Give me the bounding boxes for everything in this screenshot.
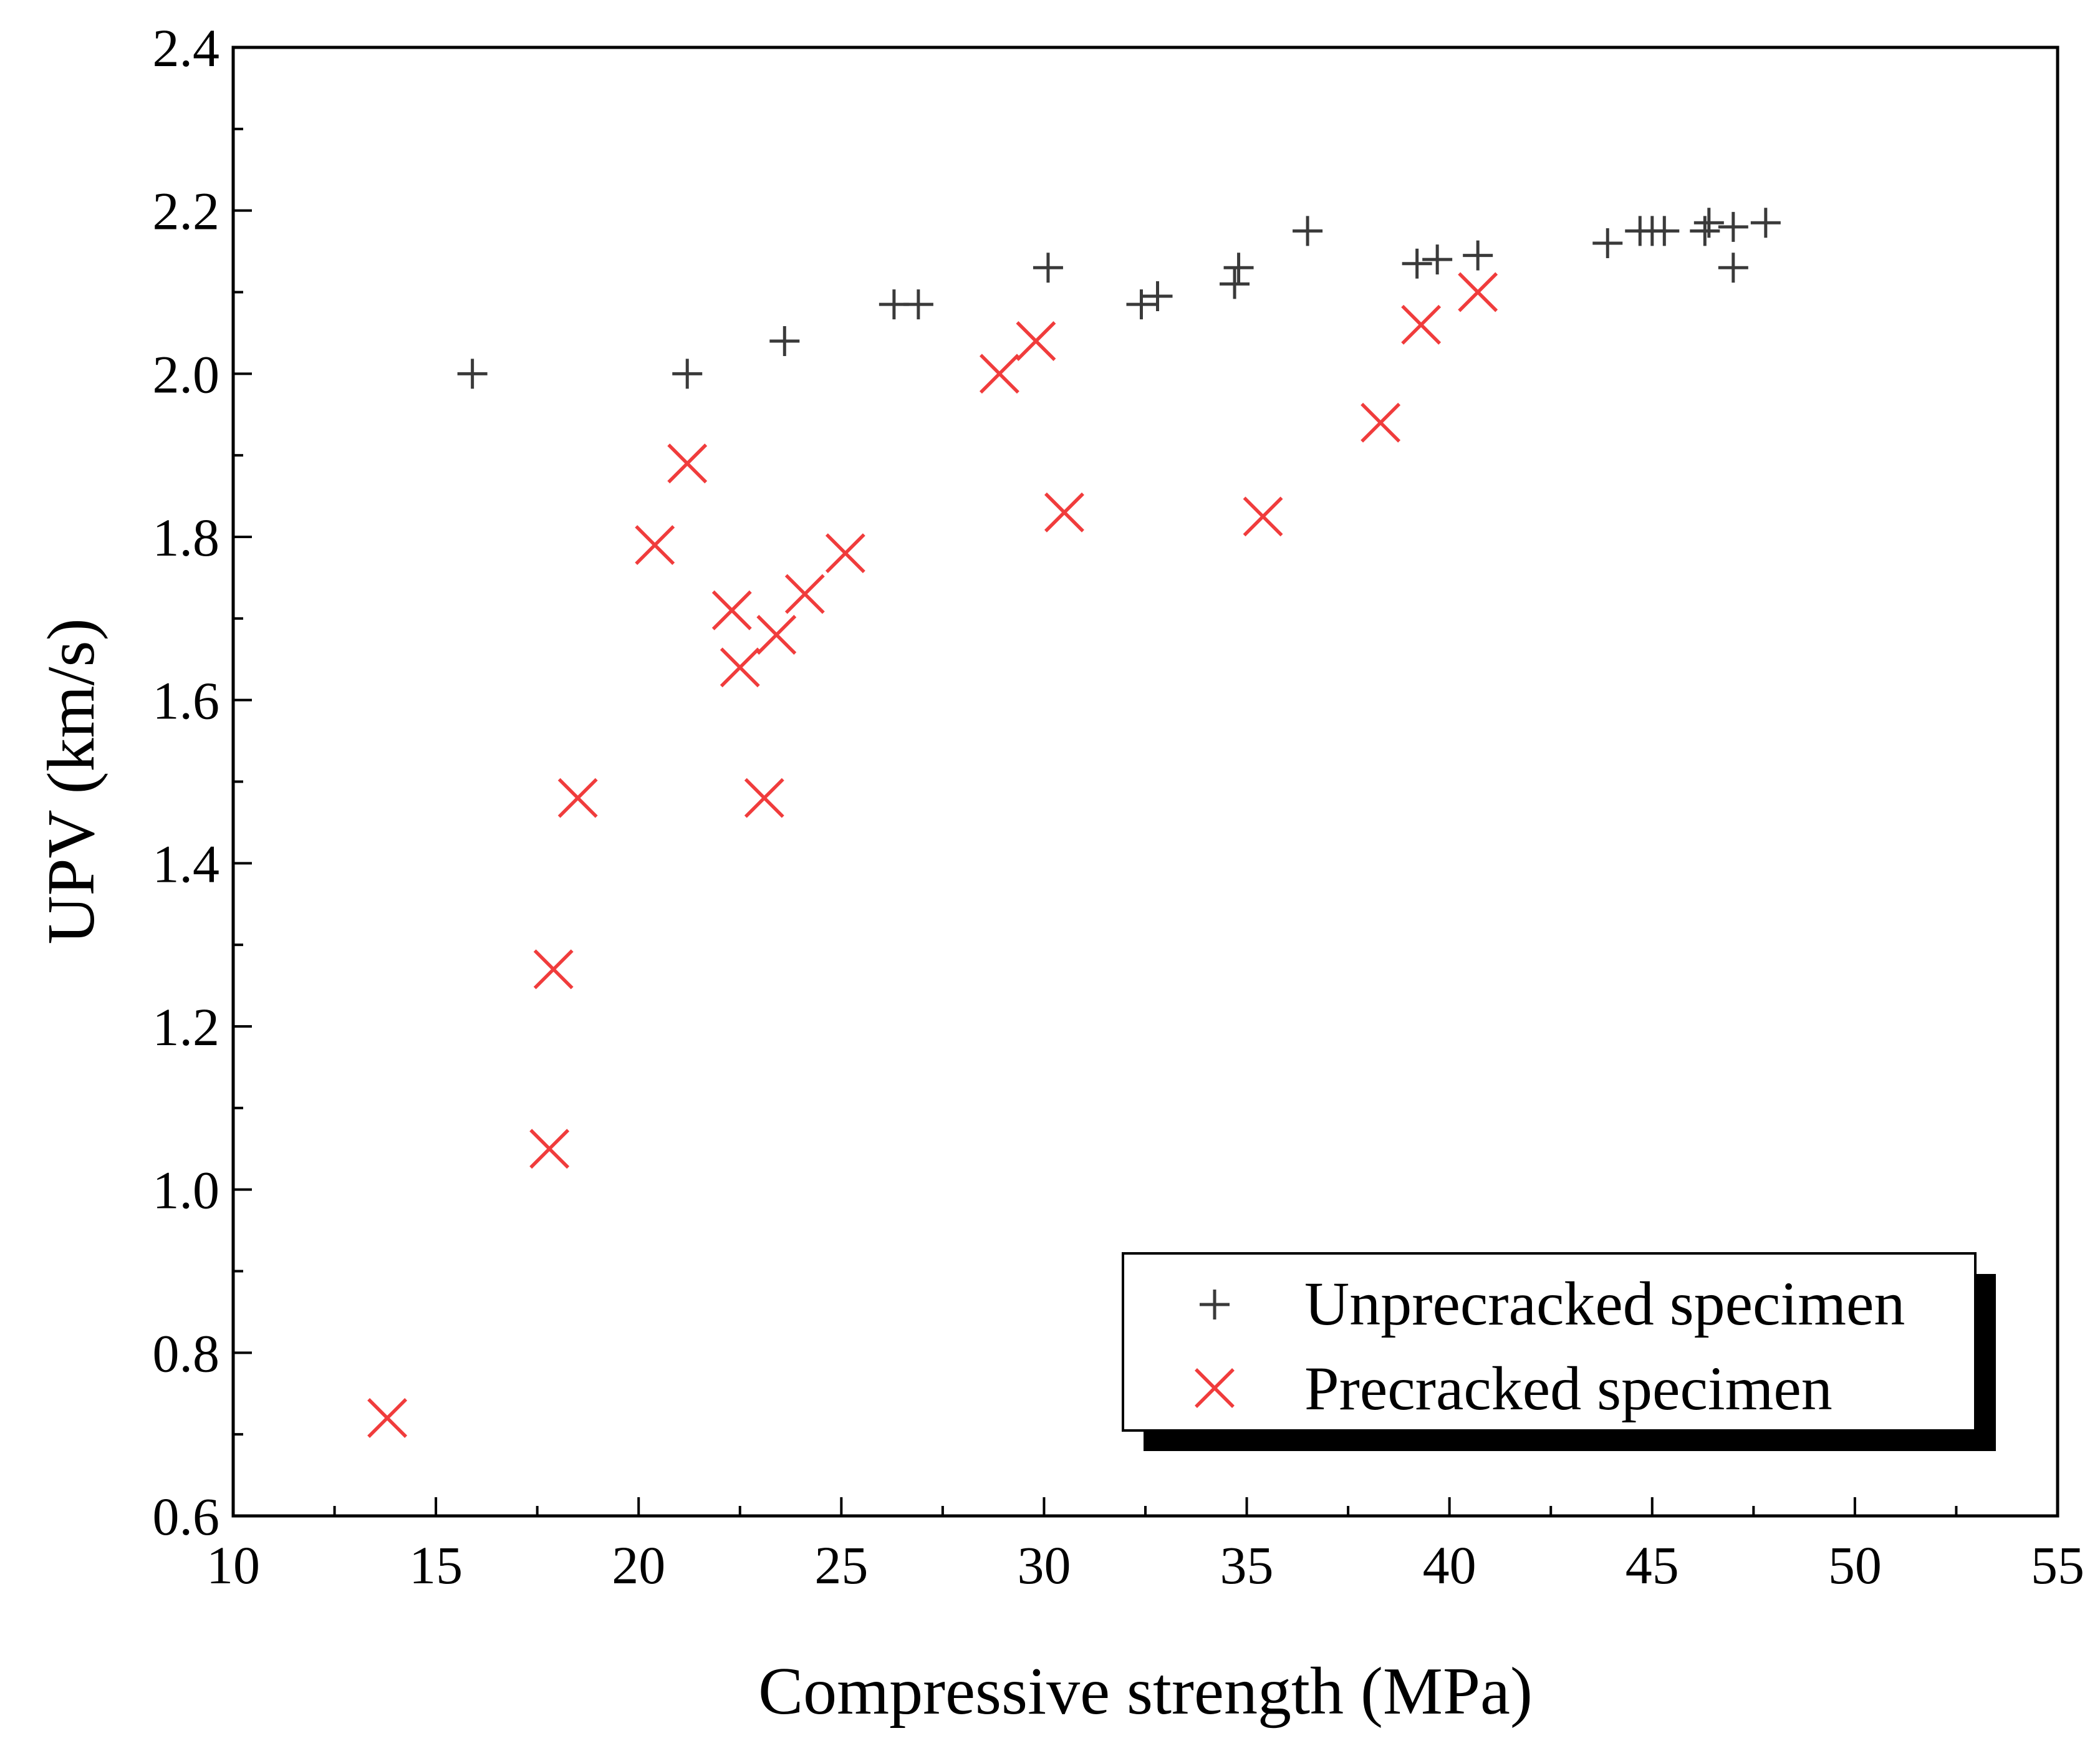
legend-label-unprecracked: Unprecracked specimen [1304,1269,1905,1338]
data-point-unprecracked [1690,216,1720,246]
legend-marker-cross [1195,1368,1235,1408]
data-point-precracked [533,949,574,990]
data-point-unprecracked [1693,208,1724,238]
y-tick-label: 1.0 [153,1160,220,1220]
data-point-precracked [720,647,760,688]
data-point-precracked [711,590,752,630]
data-point-unprecracked [1402,248,1432,279]
x-tick-label: 50 [1828,1535,1882,1595]
data-point-precracked [529,1129,570,1169]
x-tick-label: 10 [206,1535,260,1595]
x-tick-label: 15 [409,1535,463,1595]
data-point-unprecracked [903,289,933,320]
data-point-unprecracked [1463,240,1493,271]
data-point-unprecracked [1126,289,1157,320]
data-point-precracked [1044,492,1084,533]
x-tick-label: 25 [814,1535,868,1595]
data-point-unprecracked [1422,244,1453,275]
y-tick-label: 2.0 [153,344,220,404]
x-tick-label: 40 [1423,1535,1476,1595]
y-tick-label: 0.8 [153,1323,220,1383]
data-point-unprecracked [457,359,488,389]
data-point-precracked [557,778,598,818]
data-point-unprecracked [1220,269,1250,299]
y-tick-label: 2.4 [153,18,220,78]
data-point-precracked [1361,402,1401,443]
data-point-precracked [1016,321,1056,361]
x-tick-label: 20 [612,1535,665,1595]
data-point-unprecracked [769,326,800,356]
legend-box [1122,1252,1977,1432]
x-tick-label: 30 [1017,1535,1071,1595]
data-point-unprecracked [1033,253,1063,283]
data-point-unprecracked [1223,253,1254,283]
x-tick-label: 55 [2031,1535,2084,1595]
data-point-unprecracked [1718,253,1748,283]
data-point-precracked [979,354,1019,394]
data-point-precracked [744,778,784,818]
legend: Unprecracked specimen Precracked specime… [1122,1252,1996,1451]
y-tick-label: 1.2 [153,997,220,1057]
x-axis-title: Compressive strength (MPa) [758,1654,1533,1729]
data-point-unprecracked [672,359,703,389]
data-point-precracked [367,1398,408,1438]
data-point-precracked [1458,272,1498,312]
data-point-precracked [756,615,797,655]
x-tick-label: 45 [1626,1535,1679,1595]
data-point-precracked [1401,304,1442,345]
y-tick-label: 1.4 [153,834,220,894]
y-tick-label: 1.6 [153,671,220,731]
data-point-unprecracked [1649,216,1680,246]
data-point-unprecracked [1142,281,1173,312]
data-point-unprecracked [1718,211,1748,242]
data-point-unprecracked [1750,208,1781,238]
data-point-precracked [1243,496,1283,537]
axis-ticks: 10 15 20 25 30 35 40 45 50 55 0.6 0.8 1.0 1.2 1.4 1.6 1.… [153,18,2085,1595]
data-point-unprecracked [1293,216,1323,246]
legend-label-precracked: Precracked specimen [1304,1354,1833,1423]
y-tick-label: 0.6 [153,1487,220,1546]
series-x [367,272,1498,1438]
y-tick-label: 1.8 [153,508,220,567]
y-tick-label: 2.2 [153,181,220,241]
series-plus [457,208,1781,389]
x-tick-label: 35 [1220,1535,1274,1595]
data-point-precracked [825,533,865,574]
data-point-unprecracked [1592,228,1623,258]
chart-marks [367,208,1781,1438]
data-point-precracked [784,574,825,614]
data-point-precracked [635,525,675,566]
y-axis-title: UPV (km/s) [34,618,108,944]
legend-marker-plus [1200,1290,1230,1319]
data-point-precracked [667,443,708,484]
